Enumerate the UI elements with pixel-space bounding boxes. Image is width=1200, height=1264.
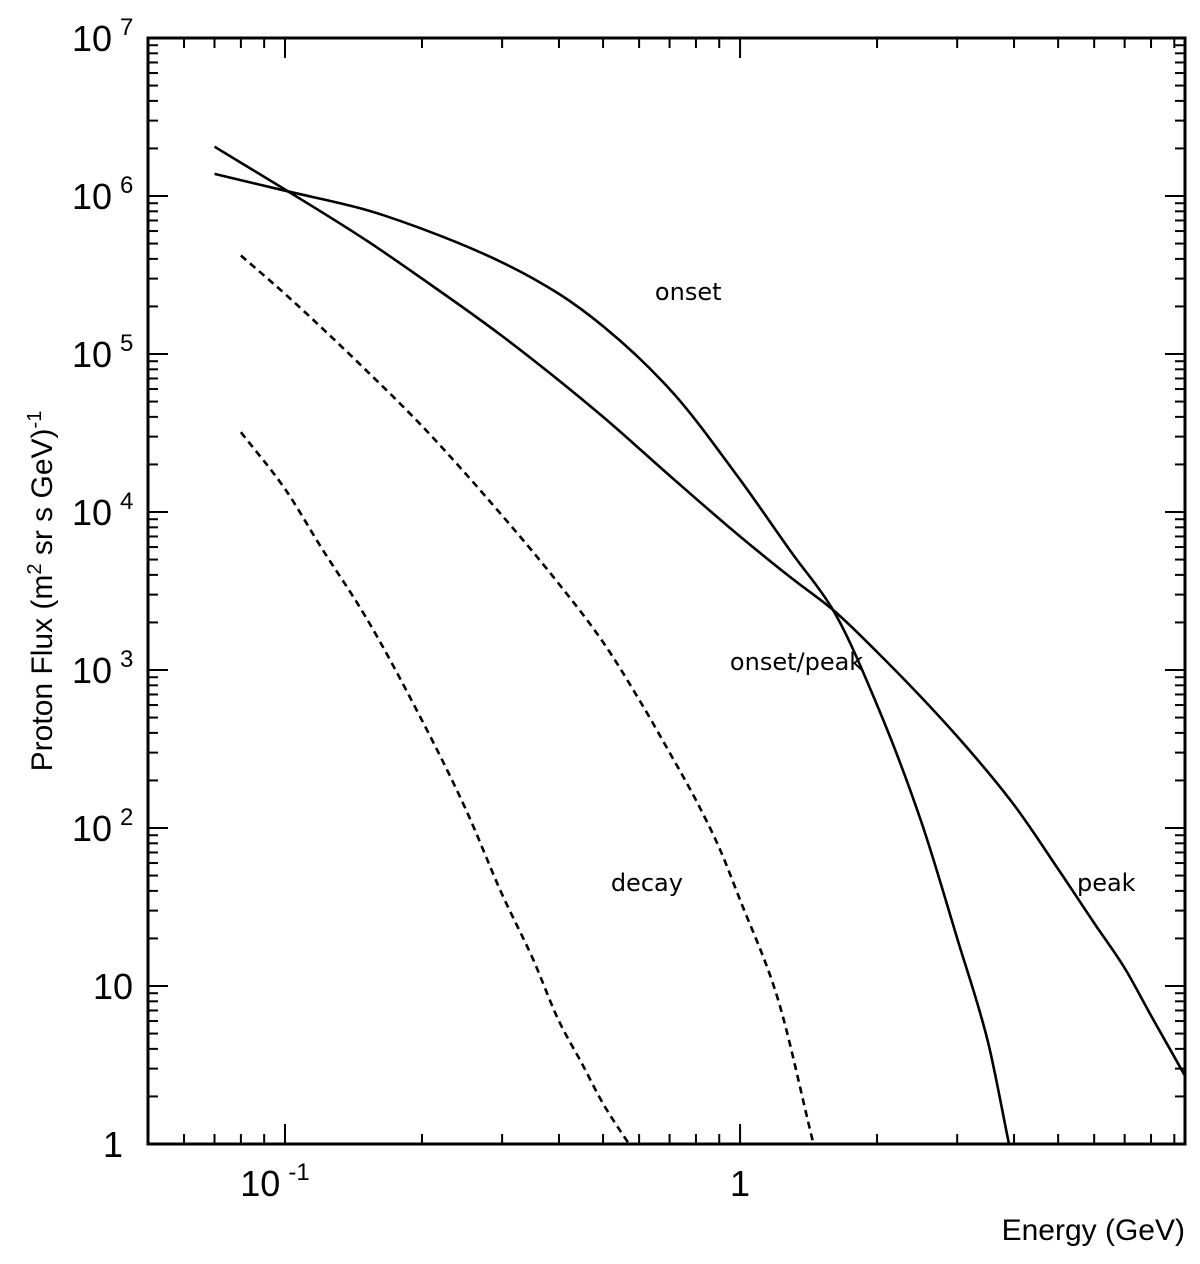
- y-tick-label: 10 4: [72, 488, 133, 533]
- y-tick-label-base: 10: [72, 492, 112, 533]
- series-onset-line: [214, 172, 1011, 1145]
- x-tick-label-base: 10: [240, 1163, 280, 1204]
- y-tick-label: 1: [103, 1124, 123, 1165]
- plot-frame: [146, 36, 1187, 1146]
- y-axis-title-mid: sr s GeV): [26, 428, 59, 563]
- y-tick-label-base: 10: [72, 176, 112, 217]
- axis-ticks: [147, 37, 1185, 1145]
- y-tick-label-base: 10: [72, 808, 112, 849]
- label-onset-peak: onset/peak: [730, 648, 863, 676]
- label-decay: decay: [611, 869, 683, 897]
- y-tick-label-base: 10: [72, 334, 112, 375]
- y-tick-label: 10: [93, 966, 133, 1007]
- y-tick-label-exponent: 6: [120, 172, 133, 199]
- x-tick-label: 10 -1: [240, 1159, 309, 1204]
- series-peak-line: [213, 145, 1187, 1077]
- y-tick-label: 10 5: [72, 330, 133, 375]
- x-tick-label-exponent: -1: [288, 1159, 309, 1186]
- y-tick-label-base: 1: [103, 1124, 123, 1165]
- y-tick-label-base: 10: [93, 966, 133, 1007]
- x-tick-label: 1: [730, 1163, 750, 1204]
- y-tick-label: 10 7: [72, 14, 133, 59]
- y-tick-label: 10 3: [72, 646, 133, 691]
- series-decay-line: [239, 431, 631, 1145]
- y-tick-label-exponent: 4: [120, 488, 133, 515]
- y-tick-label-base: 10: [72, 18, 112, 59]
- x-tick-label-base: 1: [730, 1163, 750, 1204]
- y-tick-label-exponent: 3: [120, 646, 133, 673]
- y-axis-title-sup1: 2: [24, 563, 46, 574]
- y-axis-title: Proton Flux (m2 sr s GeV)-1: [24, 411, 59, 772]
- y-axis-title-pre: Proton Flux (m: [26, 575, 59, 772]
- tick-labels: 1 10 10 2 10 3 10 4 10 5 10 6 10 7 10 -1 1: [72, 14, 750, 1204]
- y-tick-label-exponent: 7: [120, 14, 133, 41]
- y-tick-label-exponent: 5: [120, 330, 133, 357]
- label-peak: peak: [1077, 869, 1136, 897]
- y-tick-label-exponent: 2: [120, 804, 133, 831]
- label-onset: onset: [655, 278, 722, 306]
- y-tick-label-base: 10: [72, 650, 112, 691]
- y-tick-label: 10 2: [72, 804, 133, 849]
- x-axis-title: Energy (GeV): [1002, 1214, 1185, 1247]
- y-axis-title-sup2: -1: [24, 411, 46, 429]
- series-annotations: onset onset/peak decay peak: [611, 278, 1136, 897]
- series-onset-peak-line: [240, 254, 815, 1145]
- data-series: [213, 145, 1187, 1145]
- y-tick-label: 10 6: [72, 172, 133, 217]
